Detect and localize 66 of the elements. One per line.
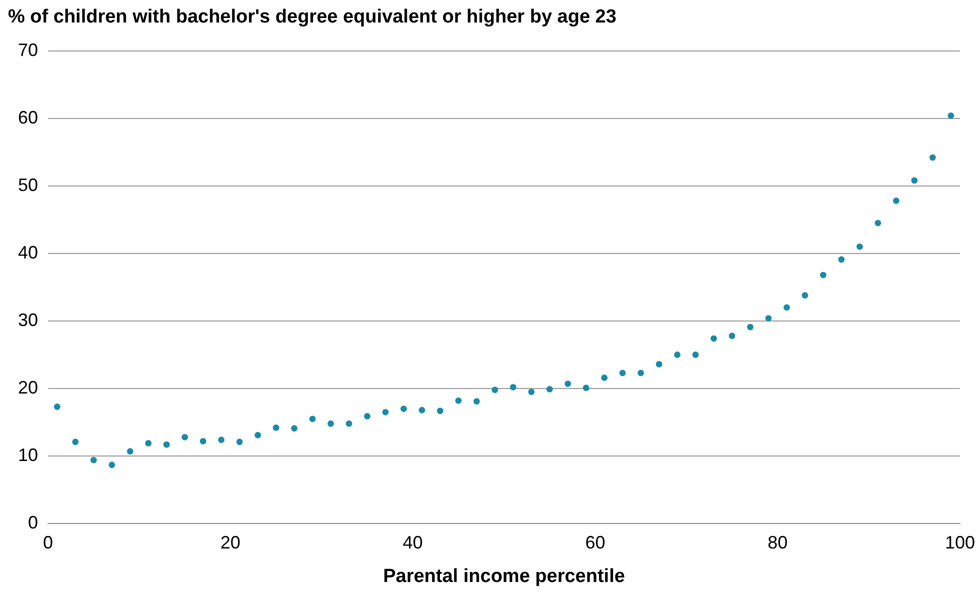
point — [582, 384, 590, 392]
point — [145, 440, 152, 446]
point — [163, 441, 170, 448]
point — [820, 272, 826, 278]
point — [911, 177, 918, 184]
point — [601, 374, 608, 381]
y-tick-label: 10 — [18, 445, 38, 466]
point — [346, 420, 352, 427]
point — [473, 398, 480, 405]
point — [710, 335, 717, 342]
point — [692, 352, 699, 358]
point — [236, 438, 243, 446]
point — [674, 352, 680, 358]
point — [108, 462, 116, 468]
x-tick-label: 0 — [43, 532, 54, 552]
x-tick-label: 40 — [402, 532, 423, 552]
point — [126, 448, 134, 455]
point — [619, 370, 626, 376]
point — [838, 256, 845, 263]
point — [90, 456, 97, 464]
point — [874, 220, 882, 226]
point — [328, 420, 334, 427]
point — [656, 361, 662, 368]
y-tick-label: 0 — [28, 512, 38, 533]
x-tick-label: 80 — [768, 532, 788, 552]
x-tick-label: 20 — [220, 532, 240, 552]
point — [364, 413, 370, 420]
point — [200, 438, 206, 444]
y-tick-label: 70 — [18, 40, 38, 60]
point — [309, 416, 316, 422]
point — [728, 332, 736, 340]
point — [765, 315, 772, 322]
point — [510, 384, 516, 390]
point — [747, 324, 754, 330]
point — [528, 388, 535, 396]
point — [564, 380, 572, 387]
point — [638, 370, 644, 376]
x-tick-label: 100 — [944, 532, 976, 552]
point — [929, 154, 936, 161]
x-tick-label: 60 — [585, 532, 606, 552]
point — [436, 408, 444, 414]
point — [72, 438, 79, 446]
point — [892, 198, 900, 204]
point — [856, 243, 863, 250]
y-tick-label: 40 — [18, 242, 38, 262]
chart-title: % of children with bachelor's degree equivalent or higher by age 23 — [8, 6, 616, 28]
point — [418, 406, 426, 414]
point — [455, 397, 462, 404]
y-tick-label: 20 — [18, 377, 38, 398]
point — [218, 436, 224, 444]
y-tick-label: 30 — [18, 310, 38, 330]
point — [784, 304, 790, 311]
point — [272, 424, 280, 431]
point — [291, 425, 298, 432]
point — [182, 434, 188, 440]
point — [54, 404, 60, 410]
y-tick-label: 50 — [18, 174, 38, 195]
point — [254, 432, 261, 438]
point — [802, 292, 808, 299]
point — [400, 406, 407, 412]
point — [382, 408, 389, 416]
point — [546, 386, 553, 392]
point — [948, 112, 954, 119]
point — [492, 386, 498, 394]
y-tick-label: 60 — [18, 107, 38, 128]
x-axis-title: Parental income percentile — [383, 566, 625, 587]
